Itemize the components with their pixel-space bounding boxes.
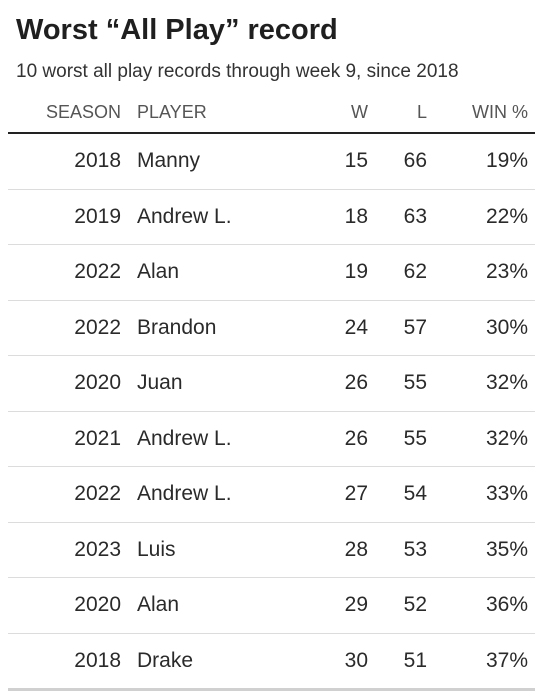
cell-wins: 24 bbox=[289, 300, 368, 356]
cell-wins: 30 bbox=[289, 633, 368, 691]
cell-wins: 27 bbox=[289, 466, 368, 523]
chart-subtitle: 10 worst all play records through week 9… bbox=[16, 61, 459, 82]
cell-losses: 55 bbox=[368, 355, 427, 412]
cell-win-pct: 37% bbox=[427, 633, 535, 691]
table-row: 2021 Andrew L. 26 55 32% bbox=[8, 411, 535, 467]
cell-season: 2022 bbox=[8, 466, 137, 523]
cell-season: 2019 bbox=[8, 189, 137, 245]
cell-player: Drake bbox=[137, 633, 289, 691]
table-row: 2019 Andrew L. 18 63 22% bbox=[8, 189, 535, 245]
cell-losses: 55 bbox=[368, 411, 427, 467]
cell-season: 2020 bbox=[8, 355, 137, 412]
cell-win-pct: 32% bbox=[427, 411, 535, 467]
table-row: 2022 Andrew L. 27 54 33% bbox=[8, 466, 535, 523]
records-table: SEASON PLAYER W L WIN % 2018 Manny 15 66 19%… bbox=[8, 92, 535, 691]
chart-title: Worst “All Play” record bbox=[16, 14, 338, 46]
cell-wins: 18 bbox=[289, 189, 368, 245]
cell-losses: 54 bbox=[368, 466, 427, 523]
table-row: 2020 Alan 29 52 36% bbox=[8, 577, 535, 634]
cell-player: Andrew L. bbox=[137, 411, 289, 467]
cell-win-pct: 33% bbox=[427, 466, 535, 523]
header-win-pct: WIN % bbox=[427, 92, 535, 134]
cell-wins: 26 bbox=[289, 355, 368, 412]
header-losses: L bbox=[368, 92, 427, 134]
cell-win-pct: 32% bbox=[427, 355, 535, 412]
table-body: 2018 Manny 15 66 19% 2019 Andrew L. 18 63 22% 2022… bbox=[8, 133, 535, 691]
cell-wins: 26 bbox=[289, 411, 368, 467]
table-row: 2022 Alan 19 62 23% bbox=[8, 244, 535, 301]
cell-season: 2023 bbox=[8, 522, 137, 578]
cell-wins: 19 bbox=[289, 244, 368, 301]
cell-wins: 28 bbox=[289, 522, 368, 578]
cell-losses: 57 bbox=[368, 300, 427, 356]
cell-wins: 29 bbox=[289, 577, 368, 634]
header-season: SEASON bbox=[8, 92, 137, 134]
cell-player: Alan bbox=[137, 577, 289, 634]
cell-wins: 15 bbox=[289, 133, 368, 190]
cell-season: 2022 bbox=[8, 300, 137, 356]
cell-season: 2021 bbox=[8, 411, 137, 467]
cell-player: Manny bbox=[137, 133, 289, 190]
cell-season: 2018 bbox=[8, 633, 137, 691]
cell-losses: 51 bbox=[368, 633, 427, 691]
cell-player: Brandon bbox=[137, 300, 289, 356]
cell-win-pct: 22% bbox=[427, 189, 535, 245]
cell-losses: 63 bbox=[368, 189, 427, 245]
cell-losses: 66 bbox=[368, 133, 427, 190]
header-player: PLAYER bbox=[137, 92, 289, 134]
cell-win-pct: 19% bbox=[427, 133, 535, 190]
table-row: 2022 Brandon 24 57 30% bbox=[8, 300, 535, 356]
table-row: 2018 Drake 30 51 37% bbox=[8, 633, 535, 691]
cell-player: Luis bbox=[137, 522, 289, 578]
cell-season: 2018 bbox=[8, 133, 137, 190]
table-row: 2023 Luis 28 53 35% bbox=[8, 522, 535, 578]
cell-win-pct: 23% bbox=[427, 244, 535, 301]
cell-losses: 53 bbox=[368, 522, 427, 578]
table-row: 2020 Juan 26 55 32% bbox=[8, 355, 535, 412]
cell-player: Andrew L. bbox=[137, 466, 289, 523]
table-row: 2018 Manny 15 66 19% bbox=[8, 133, 535, 190]
cell-season: 2022 bbox=[8, 244, 137, 301]
cell-win-pct: 35% bbox=[427, 522, 535, 578]
header-wins: W bbox=[289, 92, 368, 134]
cell-win-pct: 30% bbox=[427, 300, 535, 356]
cell-player: Andrew L. bbox=[137, 189, 289, 245]
cell-losses: 52 bbox=[368, 577, 427, 634]
cell-player: Juan bbox=[137, 355, 289, 412]
cell-player: Alan bbox=[137, 244, 289, 301]
cell-losses: 62 bbox=[368, 244, 427, 301]
table-header-row: SEASON PLAYER W L WIN % bbox=[8, 92, 535, 134]
cell-win-pct: 36% bbox=[427, 577, 535, 634]
cell-season: 2020 bbox=[8, 577, 137, 634]
